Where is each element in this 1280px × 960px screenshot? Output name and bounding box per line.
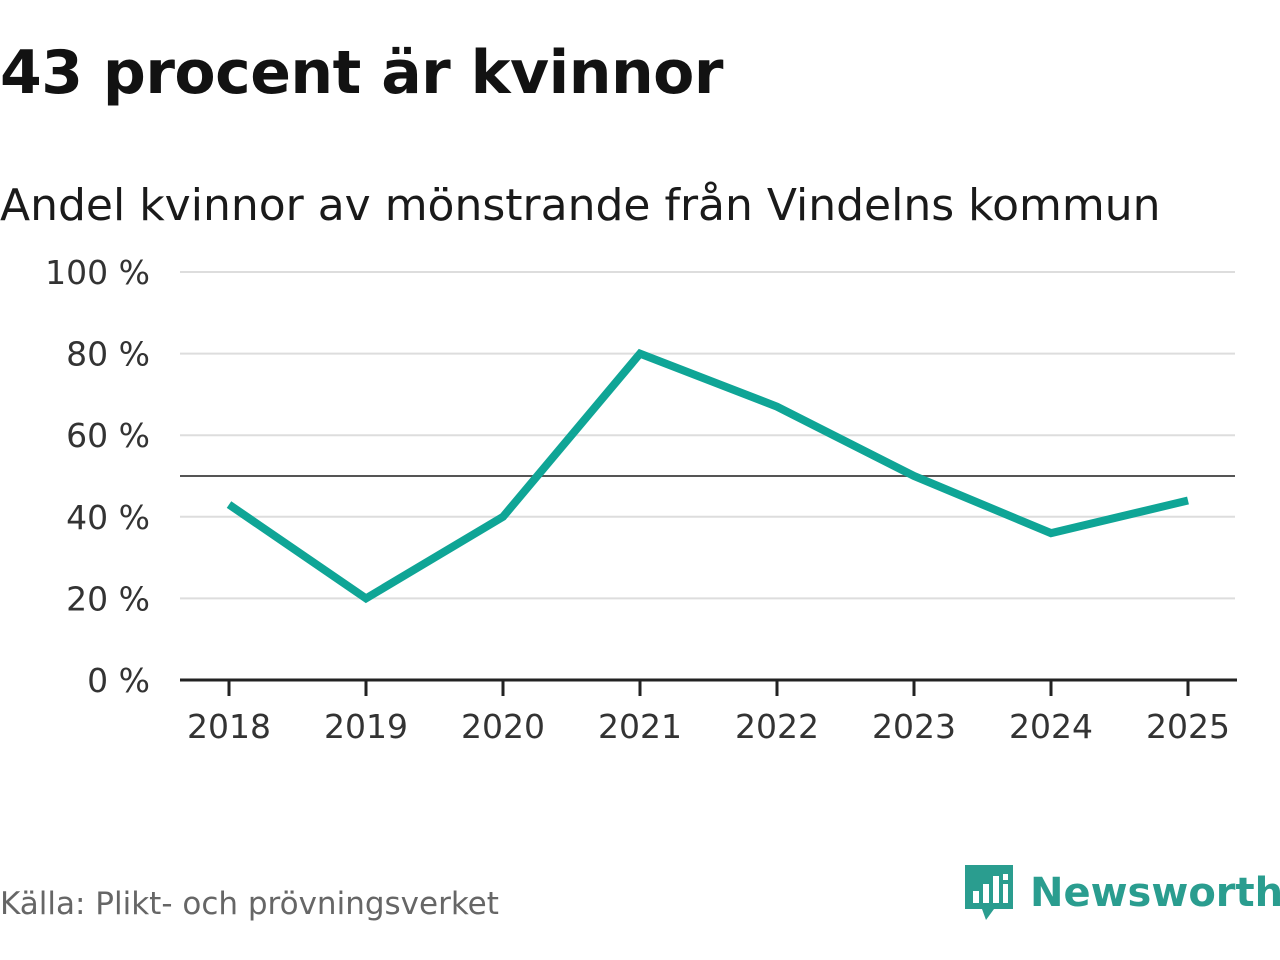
x-tick-label: 2020 bbox=[461, 707, 545, 746]
x-tick-label: 2021 bbox=[598, 707, 682, 746]
x-tick-label: 2019 bbox=[324, 707, 408, 746]
source-note: Källa: Plikt- och prövningsverket bbox=[0, 886, 499, 922]
x-tick-label: 2022 bbox=[735, 707, 819, 746]
series-line-0 bbox=[226, 348, 1189, 604]
chart-subtitle: Andel kvinnor av mönstrande från Vindeln… bbox=[0, 180, 1161, 231]
newsworthy-logo-icon bbox=[965, 865, 1013, 920]
y-axis-ticks: 0 % 20 % 40 % 60 % 80 % 100 % bbox=[45, 253, 150, 700]
y-tick-label: 100 % bbox=[45, 253, 150, 292]
y-tick-label: 60 % bbox=[66, 416, 150, 455]
x-tick-label: 2023 bbox=[872, 707, 956, 746]
x-tick-label: 2018 bbox=[187, 707, 271, 746]
chart-title: 43 procent är kvinnor bbox=[0, 38, 723, 108]
grid-layer bbox=[180, 271, 1235, 600]
y-tick-label: 80 % bbox=[66, 335, 150, 374]
x-axis: 2018 2019 2020 2021 2022 2023 2024 2025 bbox=[180, 678, 1237, 746]
x-tick-label: 2024 bbox=[1009, 707, 1093, 746]
x-tick-label: 2025 bbox=[1146, 707, 1230, 746]
y-tick-label: 0 % bbox=[87, 661, 150, 700]
brand-name: Newsworthy bbox=[1030, 870, 1280, 916]
y-tick-label: 20 % bbox=[66, 579, 150, 618]
brand-logo: Newsworthy bbox=[962, 862, 1280, 924]
y-tick-label: 40 % bbox=[66, 498, 150, 537]
series-layer bbox=[226, 348, 1189, 604]
